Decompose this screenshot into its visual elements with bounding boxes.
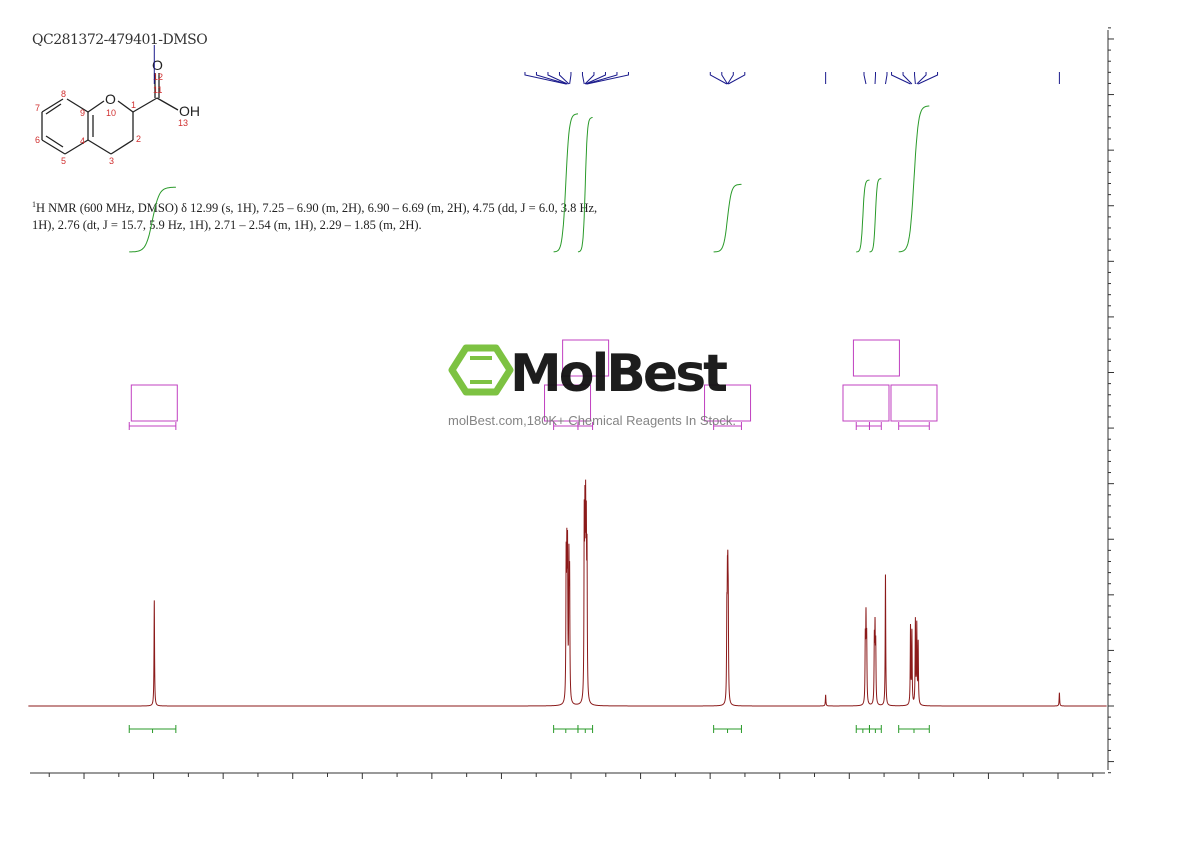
multiplet-box — [842, 384, 890, 422]
integral-bracket — [713, 725, 742, 733]
peak-label-leader — [891, 72, 911, 85]
peak-label-leader — [721, 72, 728, 85]
multiplet-range — [577, 422, 594, 430]
multiplet-box — [562, 339, 610, 377]
atom-number: 4 — [80, 136, 85, 146]
watermark-logo: MolBest — [510, 344, 728, 404]
integral-bracket — [898, 725, 930, 733]
spectrum-line — [28, 479, 1107, 707]
multiplet-range — [855, 422, 870, 430]
multiplet-range — [898, 422, 930, 430]
multiplet-box — [544, 384, 592, 422]
integral-curve — [898, 105, 930, 253]
atom-number: 9 — [80, 108, 85, 118]
peak-label-leader — [727, 72, 734, 85]
multiplet-box — [130, 384, 178, 422]
peak-label-leader — [585, 72, 606, 85]
peak-label-leader — [558, 72, 570, 85]
integral-curve — [869, 178, 882, 253]
atom-number: 12 — [153, 72, 163, 82]
integral-curve — [553, 113, 578, 253]
peak-label-leader — [916, 72, 927, 85]
peak-label-leader — [535, 72, 567, 85]
integral-curve — [129, 186, 176, 253]
atom-number: 10 — [106, 108, 116, 118]
peak-label-leader — [524, 72, 567, 85]
atom-number: 13 — [178, 118, 188, 128]
multiplet-box — [890, 384, 938, 422]
integral-curve — [577, 117, 593, 253]
atom-number: 1 — [131, 100, 136, 110]
atom-o10: O — [105, 91, 116, 107]
atom-o12: O — [152, 57, 163, 73]
integral-bracket — [128, 725, 177, 733]
atom-number: 6 — [35, 135, 40, 145]
peak-label-leader — [902, 72, 913, 85]
peak-label-leader — [917, 72, 939, 85]
integral-curve — [856, 179, 870, 253]
description-text: H NMR (600 MHz, DMSO) δ 12.99 (s, 1H), 7… — [32, 201, 598, 233]
multiplet-range — [868, 422, 882, 430]
integral-curve — [713, 183, 742, 253]
peak-label-leader — [914, 72, 916, 85]
peak-label-leader — [863, 72, 867, 85]
peak-label-leader — [569, 72, 572, 85]
atom-oh: OH — [179, 103, 200, 119]
integral-bracket — [868, 725, 882, 733]
atom-number: 3 — [109, 156, 114, 166]
spectrum-title: QC281372-479401-DMSO — [32, 32, 208, 48]
multiplet-box — [852, 339, 900, 377]
atom-number: 5 — [61, 156, 66, 166]
multiplet-box — [704, 384, 752, 422]
atom-number: 2 — [136, 134, 141, 144]
atom-number: 11 — [153, 85, 162, 95]
atom-number: 7 — [35, 103, 40, 113]
watermark-tagline: molBest.com,180K+ Chemical Reagents In S… — [448, 413, 736, 428]
peak-label-leader — [709, 72, 728, 85]
integral-bracket — [553, 725, 579, 733]
peak-label-leader — [584, 72, 595, 85]
peak-label-leader — [586, 72, 629, 85]
nucleus-superscript: 1 — [32, 200, 36, 209]
nmr-description: 1H NMR (600 MHz, DMSO) δ 12.99 (s, 1H), … — [32, 196, 612, 234]
multiplet-range — [713, 422, 742, 430]
peak-label-leader — [586, 72, 618, 85]
peak-label-leader — [547, 72, 568, 85]
molecule-structure: O O OH 1 2 3 4 5 6 7 8 9 10 11 12 13 — [35, 57, 200, 166]
peak-label-leader — [884, 72, 888, 85]
multiplet-range — [128, 422, 177, 430]
peak-label-leader — [581, 72, 585, 85]
integral-bracket — [577, 725, 594, 733]
integral-bracket — [855, 725, 870, 733]
peak-label-leader — [727, 72, 746, 85]
atom-number: 8 — [61, 89, 66, 99]
